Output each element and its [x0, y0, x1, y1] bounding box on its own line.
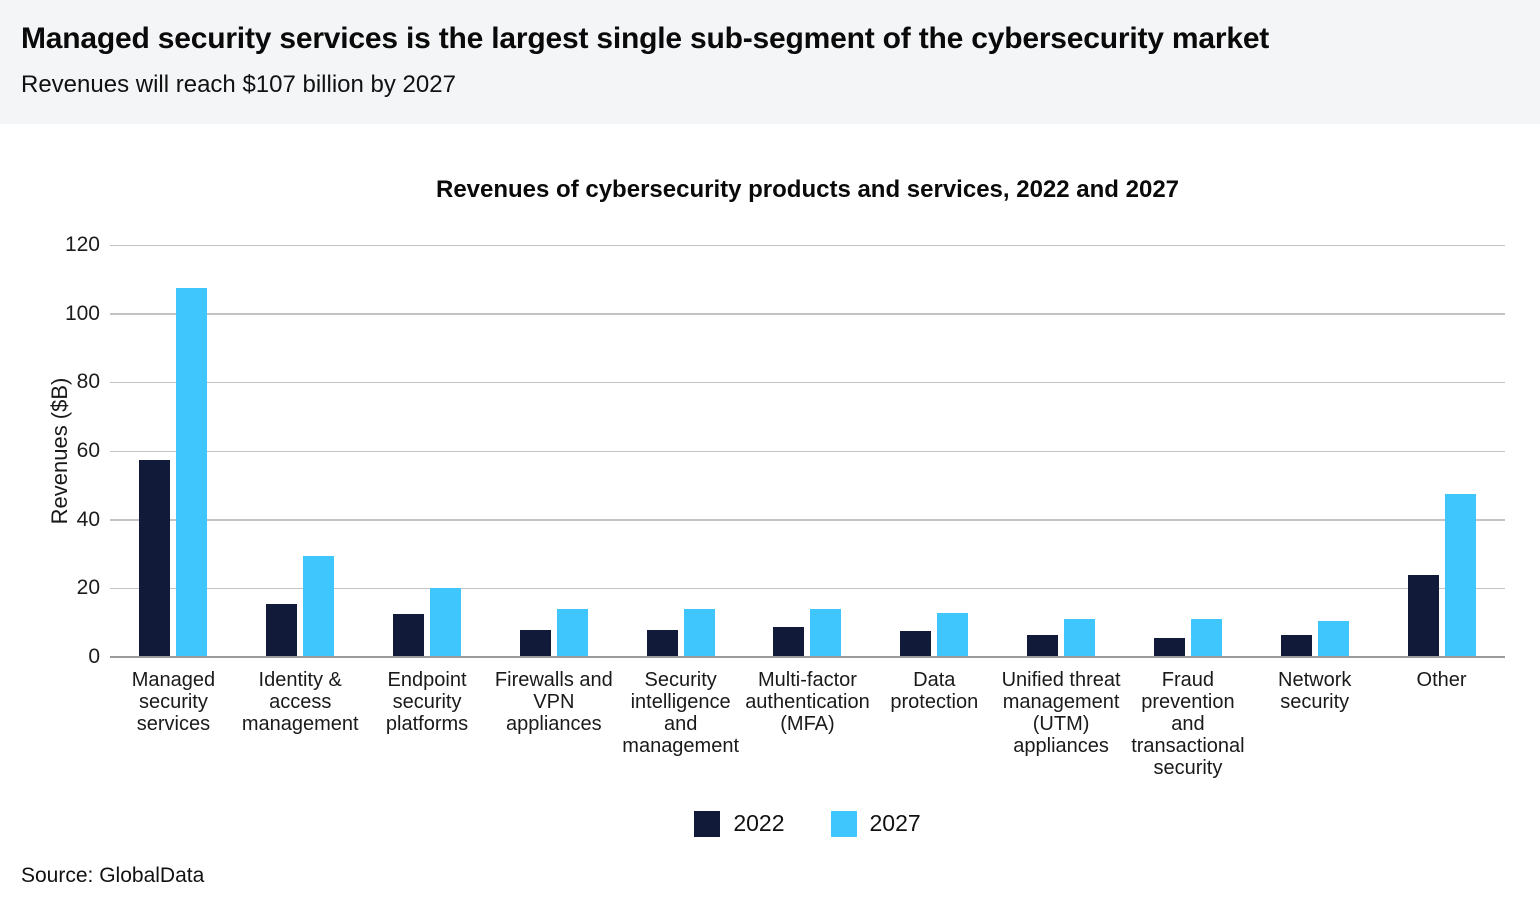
bar-group [490, 245, 617, 657]
bar-2027 [1444, 493, 1476, 657]
bar-group [1378, 245, 1505, 657]
bar-2027 [556, 608, 588, 657]
legend-swatch-2027 [830, 810, 857, 837]
legend-swatch-2022 [694, 810, 721, 837]
bar-groups [110, 245, 1505, 657]
category-label: Fraud prevention and transactional secur… [1131, 669, 1245, 779]
bar-2022 [139, 459, 171, 657]
bar-group [617, 245, 744, 657]
bar-group [744, 245, 871, 657]
bar-2022 [1027, 635, 1059, 657]
bar-2022 [1407, 574, 1439, 657]
category-label: Security intelligence and management [622, 669, 740, 757]
bar-2027 [810, 608, 842, 657]
bar-group [364, 245, 491, 657]
category-label: Unified threat management (UTM) applianc… [1001, 669, 1121, 757]
bar-2022 [900, 631, 932, 657]
category-label: Managed security services [131, 669, 216, 735]
bar-2027 [176, 287, 208, 657]
y-tick-label: 120 [64, 233, 100, 256]
category-label: Firewalls and VPN appliances [494, 669, 613, 735]
y-tick-label: 100 [64, 301, 100, 325]
y-tick-label: 20 [76, 576, 100, 600]
category-label: Endpoint security platforms [385, 669, 469, 735]
bar-2027 [1317, 620, 1349, 657]
y-tick-label: 60 [76, 439, 100, 462]
bar-2022 [519, 629, 551, 657]
gridline [110, 519, 1505, 521]
bar-group [110, 245, 237, 657]
gridline [110, 450, 1505, 452]
category-label: Other [1416, 669, 1467, 691]
bar-2027 [937, 613, 969, 657]
category-label: Multi-factor authentication (MFA) [745, 669, 870, 735]
header-band: Managed security services is the largest… [0, 0, 1540, 124]
bar-2022 [1280, 635, 1312, 657]
category-label: Data protection [890, 669, 979, 713]
category-label: Network security [1278, 669, 1352, 713]
y-axis-ticks: 0 20 40 60 80 100 120 [0, 233, 100, 668]
gridline [110, 313, 1505, 315]
y-tick-label: 0 [88, 645, 100, 668]
x-axis-labels: Managed security services Identity & acce… [110, 669, 1505, 779]
page-title: Managed security services is the largest… [21, 22, 1270, 55]
gridline [110, 381, 1505, 384]
bar-2022 [393, 614, 425, 657]
legend-label-2027: 2027 [869, 810, 921, 836]
category-label: Identity & access management [241, 669, 359, 735]
source-note: Source: GlobalData [21, 864, 205, 887]
bar-2027 [1064, 619, 1096, 657]
bar-group [237, 245, 364, 657]
page-subtitle: Revenues will reach $107 billion by 2027 [21, 71, 456, 98]
bar-2022 [266, 603, 298, 657]
bar-group [1251, 245, 1378, 657]
legend-item-2027: 2027 [830, 810, 921, 837]
y-tick-label: 40 [76, 507, 100, 531]
legend-item-2022: 2022 [694, 810, 785, 837]
x-axis-line [110, 656, 1505, 658]
bar-2022 [1153, 638, 1185, 657]
bar-2027 [1190, 619, 1222, 657]
gridline [110, 587, 1505, 590]
bar-2027 [430, 588, 462, 657]
bar-group [998, 245, 1125, 657]
bar-group [1125, 245, 1252, 657]
gridline [110, 244, 1505, 246]
bar-2027 [683, 608, 715, 657]
y-tick-label: 80 [76, 370, 100, 394]
bar-group [871, 245, 998, 657]
bar-2022 [646, 629, 678, 657]
legend-label-2022: 2022 [733, 810, 785, 836]
bar-2022 [773, 627, 805, 657]
bar-2027 [303, 555, 335, 657]
legend: 2022 2027 [110, 810, 1505, 837]
plot-area [110, 244, 1505, 658]
chart-title: Revenues of cybersecurity products and s… [435, 176, 1180, 203]
